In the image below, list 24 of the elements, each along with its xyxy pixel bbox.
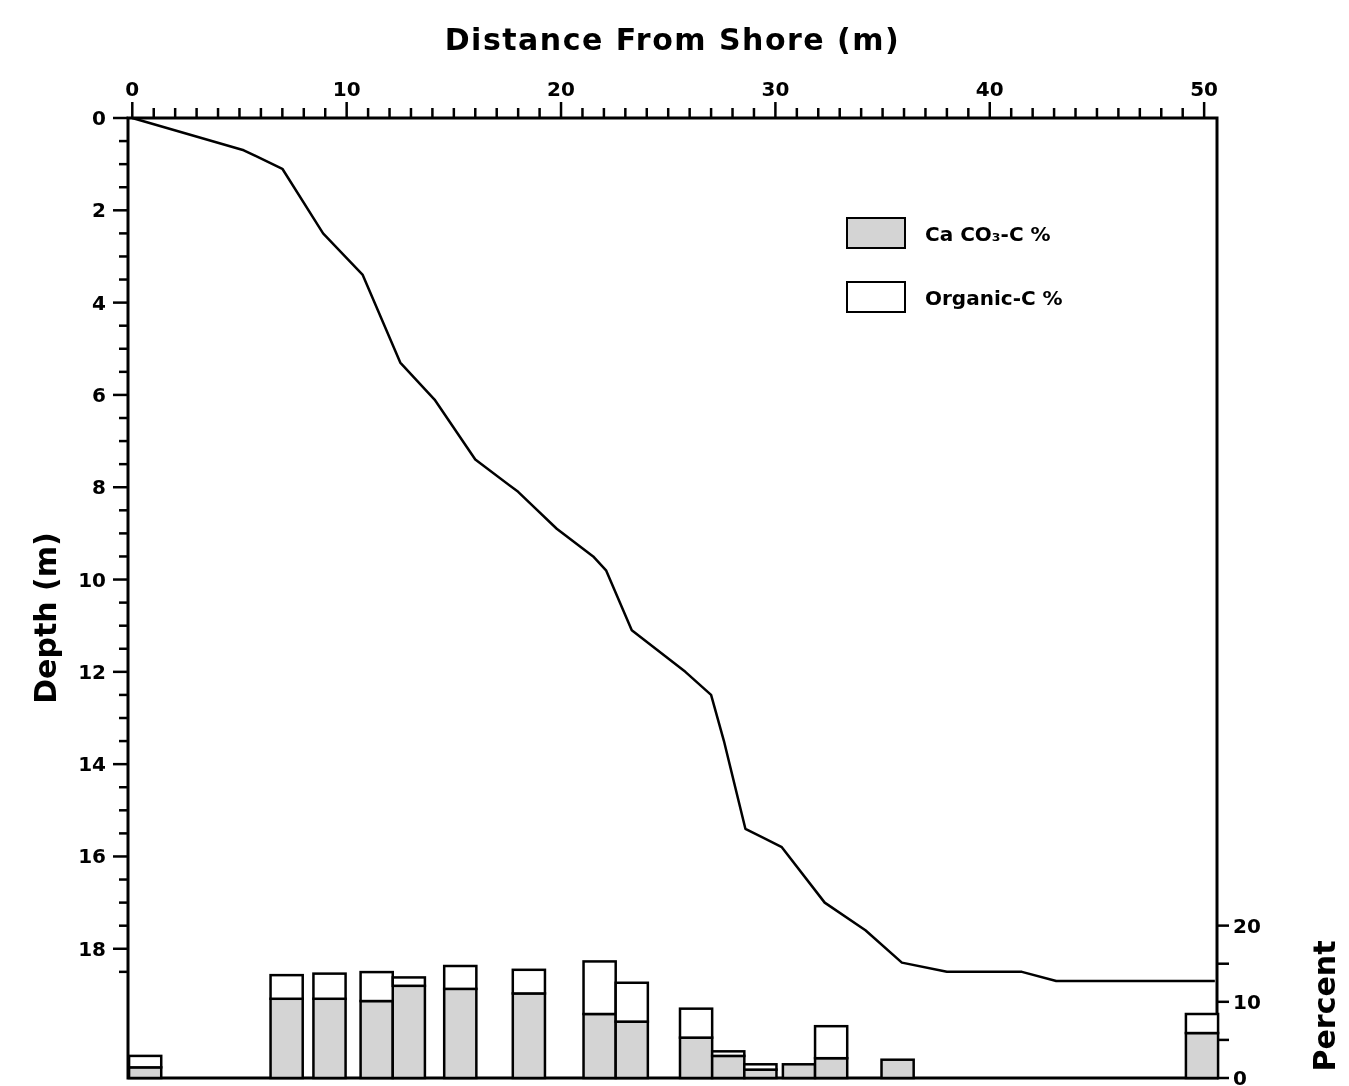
y2-tick-label: 10 [1233,989,1261,1014]
y2-tick-label: 20 [1233,913,1261,938]
y-tick-label: 16 [78,844,106,869]
legend-label: Ca CO₃-C % [925,222,1051,246]
y-tick-label: 18 [78,936,106,961]
y2-tick-label: 0 [1233,1066,1247,1086]
x-tick-label: 10 [332,77,361,101]
legend-label: Organic-C % [925,286,1063,310]
x-tick-label: 40 [975,77,1004,101]
y-tick-label: 4 [92,290,106,315]
y-tick-label: 14 [78,752,106,777]
y-tick-label: 0 [92,106,106,130]
x-tick-label: 30 [761,77,790,101]
x-tick-label: 20 [547,77,575,101]
x-tick-label: 0 [125,77,140,101]
x-axis-title: Distance From Shore (m) [444,22,901,57]
y-tick-label: 2 [92,198,106,223]
x-tick-label: 50 [1190,77,1219,101]
y-tick-label: 6 [92,382,106,407]
y-tick-label: 10 [78,567,106,592]
y-tick-label: 8 [92,475,106,500]
y-axis-title: Depth (m) [28,532,63,704]
y2-axis-title: Percent [1307,940,1342,1072]
y-tick-label: 12 [78,659,106,684]
